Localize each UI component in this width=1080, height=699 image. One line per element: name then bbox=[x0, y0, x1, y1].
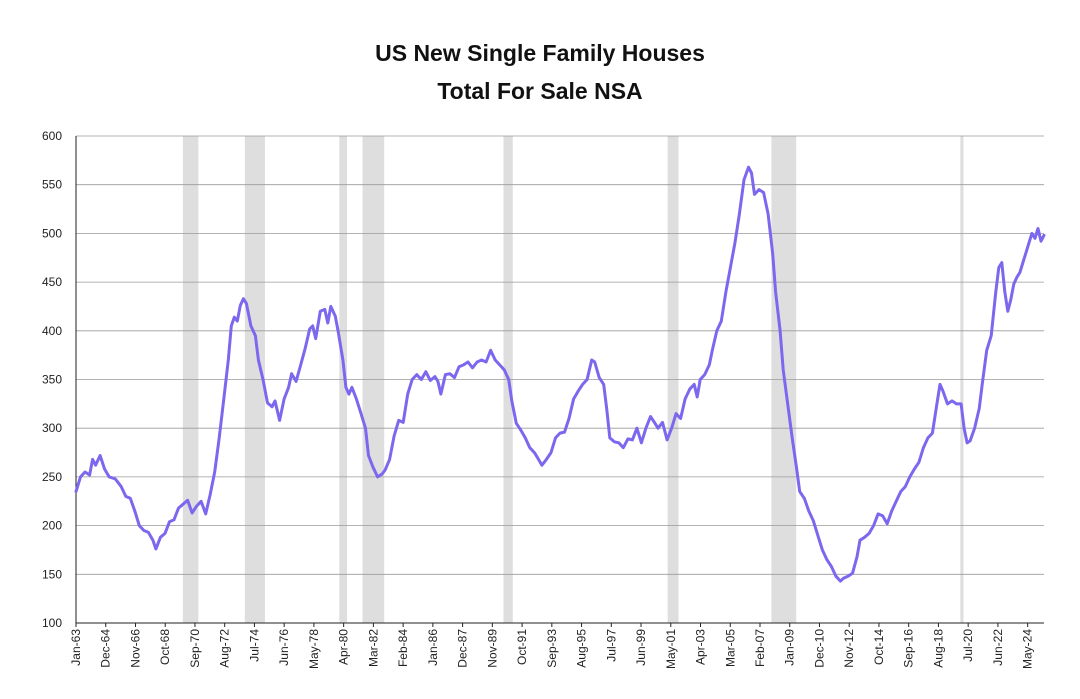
x-tick-label: Jun-76 bbox=[277, 629, 291, 666]
x-tick-label: Nov-66 bbox=[128, 629, 142, 668]
x-tick-label: Oct-91 bbox=[515, 629, 529, 665]
x-tick-label: Jan-63 bbox=[69, 629, 83, 666]
x-tick-label: Aug-95 bbox=[575, 629, 589, 668]
chart-title-line-2: Total For Sale NSA bbox=[437, 78, 643, 104]
x-tick-label: Jun-22 bbox=[991, 629, 1005, 666]
y-tick-label: 550 bbox=[42, 178, 62, 192]
gridlines bbox=[76, 135, 1044, 575]
x-tick-label: Apr-03 bbox=[694, 629, 708, 665]
x-tick-label: Nov-89 bbox=[485, 629, 499, 668]
x-tick-label: Mar-82 bbox=[366, 629, 380, 667]
x-tick-label: May-78 bbox=[307, 629, 321, 669]
y-tick-labels: 100 150 200 250 300 350 400 450 500 550 600 bbox=[42, 129, 62, 630]
x-tick-label: Jul-74 bbox=[247, 629, 261, 662]
x-tick-label: Oct-14 bbox=[872, 629, 886, 665]
y-tick-label: 250 bbox=[42, 470, 62, 484]
x-tick-label: Feb-84 bbox=[396, 629, 410, 667]
series-line-1 bbox=[74, 165, 1046, 583]
x-tick-label: Dec-10 bbox=[812, 629, 826, 668]
x-tick-label: May-01 bbox=[664, 629, 678, 669]
x-tick-labels: Jan-63 Dec-64 Nov-66 Oct-68 Sep-70 Aug-72 Jul-… bbox=[69, 623, 1035, 669]
x-tick-label: Oct-68 bbox=[158, 629, 172, 665]
y-tick-label: 300 bbox=[42, 421, 62, 435]
x-tick-label: Nov-12 bbox=[842, 629, 856, 668]
chart-title-line-1: US New Single Family Houses bbox=[375, 40, 705, 66]
x-tick-label: Jul-97 bbox=[604, 629, 618, 662]
y-tick-label: 350 bbox=[42, 373, 62, 387]
x-tick-label: May-24 bbox=[1021, 629, 1035, 669]
chart-title: US New Single Family Houses Total For Sa… bbox=[0, 34, 1080, 110]
x-tick-label: Jan-09 bbox=[783, 629, 797, 666]
y-tick-label: 450 bbox=[42, 275, 62, 289]
y-tick-label: 400 bbox=[42, 324, 62, 338]
x-tick-label: Dec-87 bbox=[456, 629, 470, 668]
series-layer bbox=[74, 165, 1046, 583]
x-tick-label: Sep-16 bbox=[902, 629, 916, 668]
x-tick-label: Jan-86 bbox=[426, 629, 440, 666]
x-tick-label: Sep-93 bbox=[545, 629, 559, 668]
x-tick-label: Apr-80 bbox=[337, 629, 351, 665]
x-tick-label: Jun-99 bbox=[634, 629, 648, 666]
x-tick-label: Mar-05 bbox=[723, 629, 737, 667]
y-tick-label: 150 bbox=[42, 567, 62, 581]
y-tick-label: 200 bbox=[42, 519, 62, 533]
x-tick-label: Jul-20 bbox=[961, 629, 975, 662]
axes bbox=[75, 136, 1044, 624]
x-tick-label: Aug-18 bbox=[931, 629, 945, 668]
x-tick-label: Dec-64 bbox=[99, 629, 113, 668]
y-tick-label: 100 bbox=[42, 616, 62, 630]
x-tick-label: Aug-72 bbox=[218, 629, 232, 668]
x-tick-label: Sep-70 bbox=[188, 629, 202, 668]
x-tick-label: Feb-07 bbox=[753, 629, 767, 667]
y-tick-label: 500 bbox=[42, 226, 62, 240]
y-tick-label: 600 bbox=[42, 129, 62, 143]
